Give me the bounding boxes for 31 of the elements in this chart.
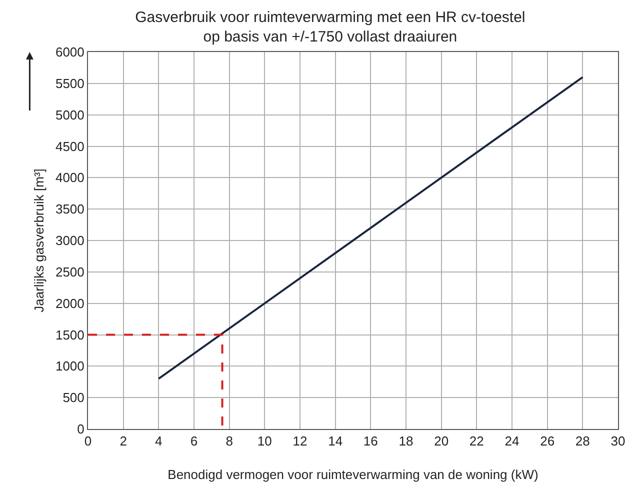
x-axis-title: Benodigd vermogen voor ruimteverwarming van de woning (kW) [168,467,538,482]
x-tick-label: 30 [610,434,626,449]
y-tick-label: 500 [62,390,84,406]
x-tick-label: 8 [226,434,233,449]
y-tick-label: 3500 [55,202,84,217]
x-tick-label: 26 [540,434,555,449]
x-tick-label: 4 [155,434,162,449]
y-axis-title: Jaarlijks gasverbruik [m³] [31,168,46,312]
chart-title: Gasverbruik voor ruimteverwarming met een HR cv-toestel op basis van +/-1750 vollast draaiuren [135,9,526,46]
y-tick-label: 0 [77,422,84,437]
x-tick-label: 22 [469,434,484,449]
y-tick-label: 5500 [55,76,84,91]
y-tick-label: 4000 [55,170,84,186]
y-tick-label: 1000 [55,358,84,374]
y-tick-label: 2500 [55,264,84,280]
x-tick-label: 12 [292,434,308,449]
y-tick-label: 5000 [55,107,84,122]
x-tick-label: 28 [575,434,590,449]
x-tick-label: 14 [328,434,343,449]
y-tick-label: 6000 [55,44,84,60]
y-tick-label: 4500 [55,138,84,154]
y-tick-label: 2000 [55,296,84,311]
y-tick-label: 1500 [55,327,84,342]
y-tick-label: 3000 [55,233,84,248]
x-tick-label: 20 [434,434,449,449]
x-tick-label: 16 [363,434,378,449]
x-tick-label: 6 [190,434,198,449]
x-tick-label: 2 [120,434,127,449]
x-tick-label: 24 [504,434,520,449]
x-tick-label: 18 [398,434,414,449]
x-tick-label: 10 [257,434,272,449]
